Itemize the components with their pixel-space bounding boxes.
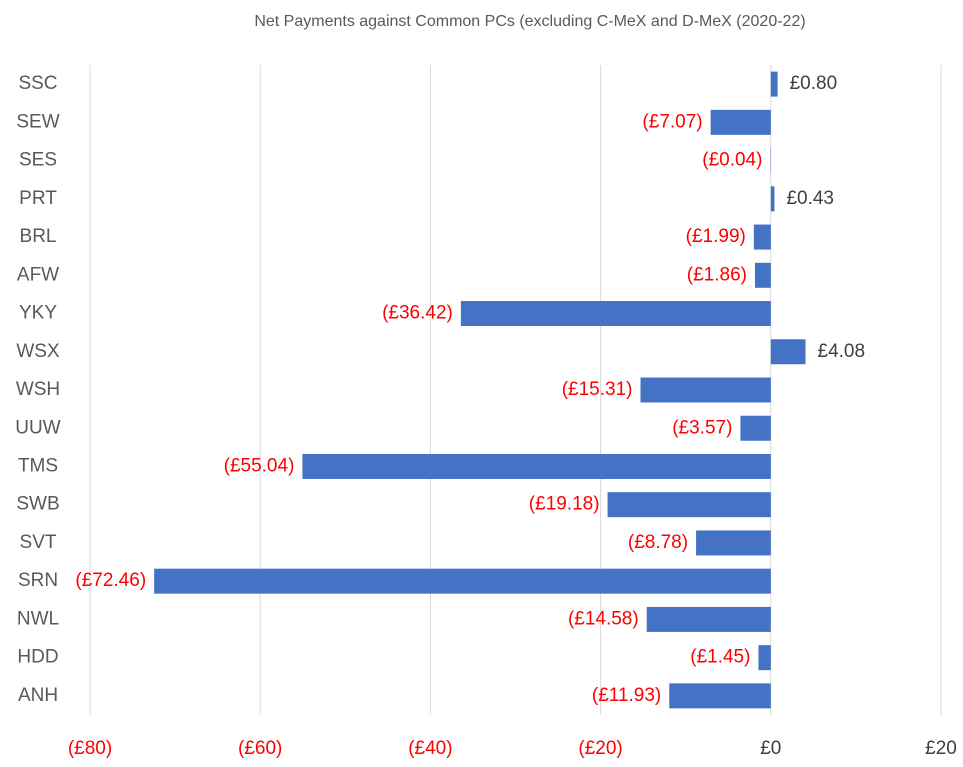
y-tick-label: AFW <box>17 264 59 285</box>
y-tick-label: HDD <box>17 647 58 668</box>
y-tick-label: ANH <box>18 685 58 706</box>
bar <box>770 339 806 365</box>
y-tick-label: SWB <box>16 494 59 515</box>
value-label: (£7.07) <box>642 111 702 132</box>
value-label: (£55.04) <box>224 455 295 476</box>
bar <box>753 224 771 250</box>
value-label: (£1.86) <box>687 264 747 285</box>
y-tick-label: WSH <box>16 379 60 400</box>
bar <box>710 109 771 135</box>
value-label: (£15.31) <box>562 379 633 400</box>
y-tick-label: YKY <box>19 303 57 324</box>
y-tick-label: SSC <box>18 73 57 94</box>
value-label: (£0.04) <box>702 150 762 171</box>
y-tick-label: SES <box>19 150 57 171</box>
bar <box>646 606 771 632</box>
y-tick-label: SRN <box>18 570 58 591</box>
x-tick-label: £20 <box>925 738 957 759</box>
value-label: (£1.45) <box>690 647 750 668</box>
value-label: (£72.46) <box>75 570 146 591</box>
value-label: (£19.18) <box>529 494 600 515</box>
bar <box>607 492 771 518</box>
x-tick-label: £0 <box>760 738 781 759</box>
value-label: £0.80 <box>790 73 838 94</box>
bar <box>154 568 771 594</box>
chart-title: Net Payments against Common PCs (excludi… <box>254 13 806 30</box>
bar <box>770 186 775 212</box>
bar <box>696 530 771 556</box>
x-tick-label: (£60) <box>238 738 282 759</box>
bar <box>669 683 771 709</box>
y-tick-label: NWL <box>17 608 59 629</box>
value-label: £0.43 <box>786 188 834 209</box>
x-tick-label: (£80) <box>68 738 112 759</box>
bar <box>740 415 771 441</box>
bar <box>640 377 771 403</box>
y-tick-label: SVT <box>20 532 57 553</box>
bar <box>770 71 778 97</box>
bar <box>302 453 771 479</box>
y-tick-label: UUW <box>15 417 60 438</box>
y-tick-label: SEW <box>16 111 59 132</box>
y-tick-label: BRL <box>20 226 57 247</box>
value-label: (£14.58) <box>568 608 639 629</box>
y-tick-label: WSX <box>16 341 60 362</box>
value-label: (£1.99) <box>686 226 746 247</box>
x-tick-label: (£20) <box>578 738 622 759</box>
bar <box>460 301 771 327</box>
value-label: (£36.42) <box>382 303 453 324</box>
value-label: (£8.78) <box>628 532 688 553</box>
value-label: £4.08 <box>818 341 866 362</box>
value-label: (£3.57) <box>672 417 732 438</box>
value-label: (£11.93) <box>592 685 661 706</box>
x-tick-label: (£40) <box>408 738 452 759</box>
bar <box>754 262 771 288</box>
y-tick-label: PRT <box>19 188 57 209</box>
y-tick-label: TMS <box>18 455 58 476</box>
bar <box>758 645 771 671</box>
